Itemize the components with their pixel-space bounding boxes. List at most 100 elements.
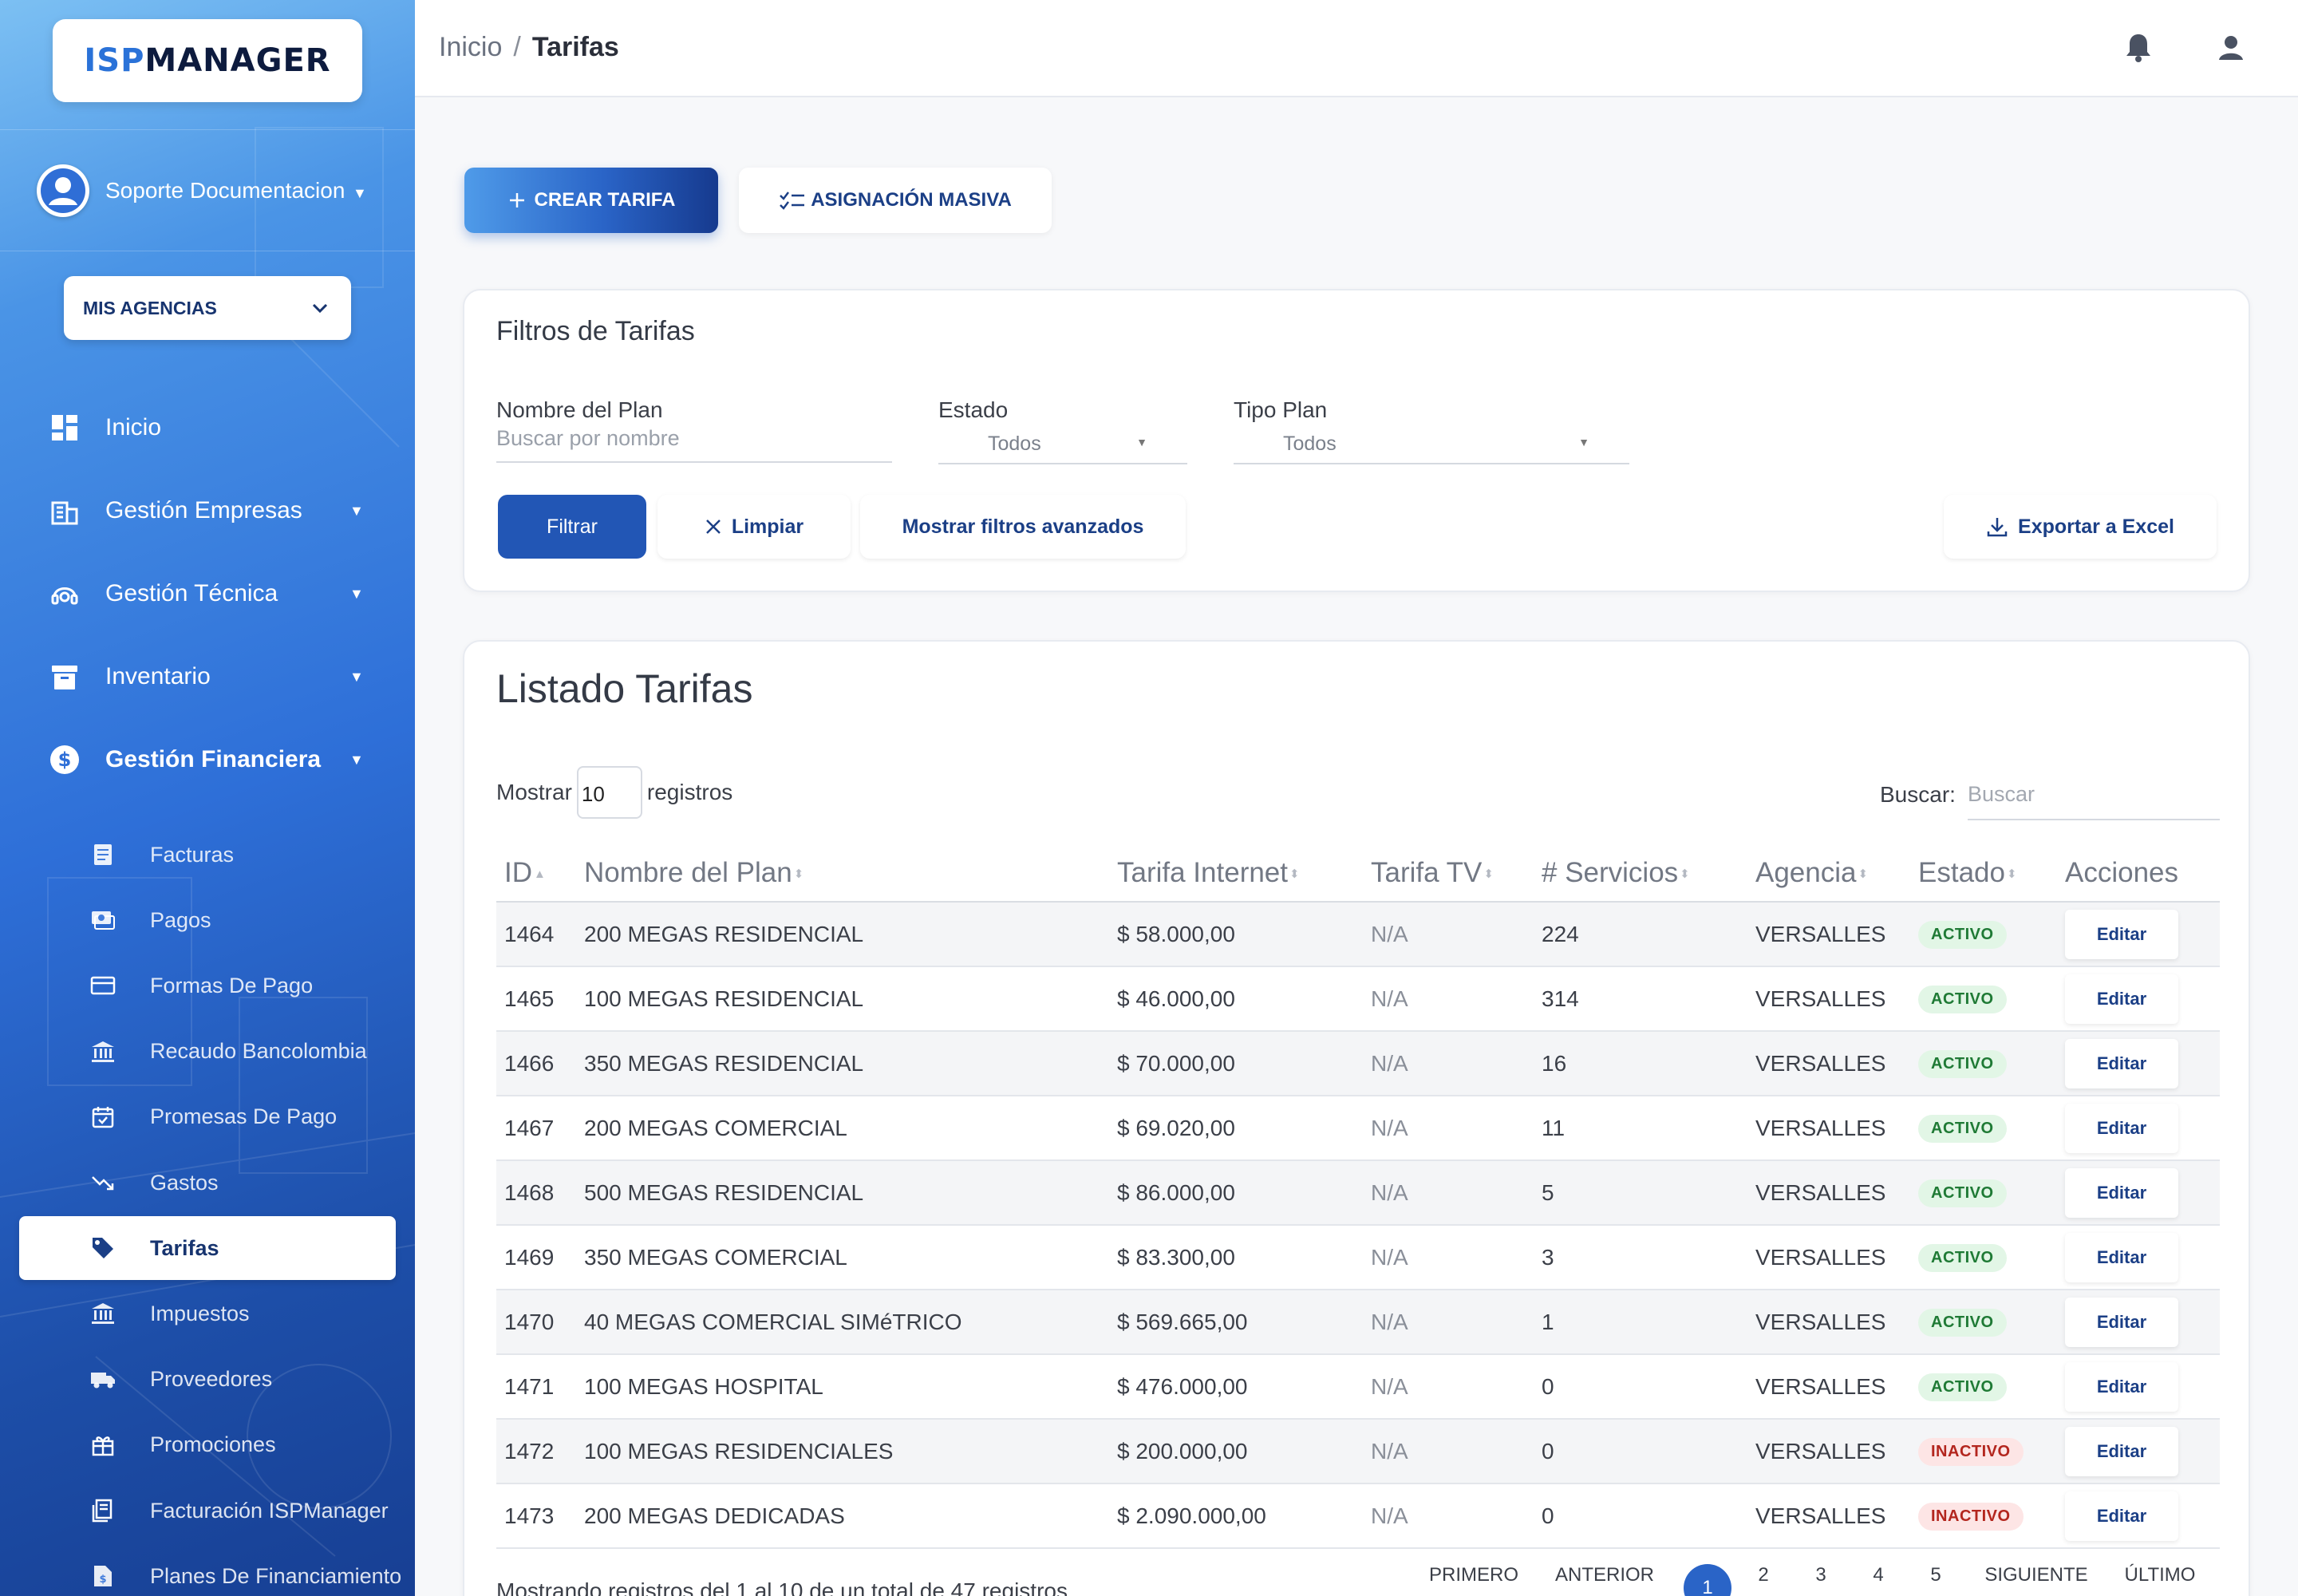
list-title: Listado Tarifas xyxy=(496,666,753,711)
user-menu[interactable]: Soporte Documentacion xyxy=(37,164,345,217)
caret-down-icon[interactable]: ▼ xyxy=(349,586,364,602)
breadcrumb: Inicio / Tarifas xyxy=(439,32,619,63)
status-badge: ACTIVO xyxy=(1918,1309,2007,1337)
pagination-page-4[interactable]: 4 xyxy=(1873,1564,1884,1586)
user-caret-icon[interactable]: ▼ xyxy=(353,185,367,201)
nav-gestion-tecnica[interactable]: Gestión Técnica xyxy=(48,577,278,610)
nav-gestion-financiera[interactable]: $ Gestión Financiera xyxy=(48,743,321,776)
cell-actions: Editar xyxy=(2057,902,2220,967)
receipt-icon xyxy=(89,1497,116,1524)
col-status[interactable]: Estado ⬍ xyxy=(1910,844,2057,903)
cell-id: 1468 xyxy=(496,1160,576,1226)
edit-button[interactable]: Editar xyxy=(2065,1103,2178,1153)
col-id[interactable]: ID ▲ xyxy=(496,844,576,903)
pagination-first[interactable]: PRIMERO xyxy=(1429,1564,1519,1586)
edit-button[interactable]: Editar xyxy=(2065,1167,2178,1218)
advanced-filters-button[interactable]: Mostrar filtros avanzados xyxy=(860,495,1186,559)
mass-assignment-button[interactable]: ASIGNACIÓN MASIVA xyxy=(739,168,1052,233)
pagination-prev[interactable]: ANTERIOR xyxy=(1554,1564,1654,1586)
edit-button[interactable]: Editar xyxy=(2065,909,2178,959)
search-input[interactable]: Buscar xyxy=(1968,776,2220,820)
col-internet[interactable]: Tarifa Internet ⬍ xyxy=(1109,844,1363,903)
edit-button[interactable]: Editar xyxy=(2065,1297,2178,1347)
subnav-item-label: Facturas xyxy=(150,842,235,867)
cell-tv: N/A xyxy=(1363,1290,1534,1355)
sidebar-divider xyxy=(0,129,415,130)
subnav-item-pagos[interactable]: Pagos xyxy=(89,907,211,934)
subnav-item-planes-de-financiamiento[interactable]: $ Planes De Financiamiento xyxy=(89,1562,401,1590)
caret-down-icon[interactable]: ▼ xyxy=(349,503,364,519)
user-name: Soporte Documentacion xyxy=(105,178,345,203)
pagination-page-1[interactable]: 1 xyxy=(1684,1564,1731,1596)
top-bar: Inicio / Tarifas xyxy=(415,0,2298,97)
edit-button[interactable]: Editar xyxy=(2065,1232,2178,1282)
caret-down-icon[interactable]: ▼ xyxy=(349,669,364,685)
agency-selector[interactable]: MIS AGENCIAS xyxy=(64,276,351,340)
subnav-item-gastos[interactable]: Gastos xyxy=(89,1169,219,1196)
tarifas-list-card: Listado Tarifas Mostrar 10 registros Bus… xyxy=(463,640,2250,1596)
col-plan[interactable]: Nombre del Plan ⬍ xyxy=(576,844,1109,903)
pagination-last[interactable]: ÚLTIMO xyxy=(2124,1564,2196,1586)
subnav-item-facturación-ispmanager[interactable]: Facturación ISPManager xyxy=(89,1497,389,1524)
cell-tv: N/A xyxy=(1363,1225,1534,1290)
cell-id: 1473 xyxy=(496,1483,576,1549)
table-row: 1471 100 MEGAS HOSPITAL $ 476.000,00 N/A 0 VE… xyxy=(496,1354,2220,1420)
cell-agency: VERSALLES xyxy=(1747,1225,1910,1290)
col-services[interactable]: # Servicios ⬍ xyxy=(1534,844,1747,903)
cell-internet: $ 2.090.000,00 xyxy=(1109,1483,1363,1549)
cell-services: 0 xyxy=(1534,1483,1747,1549)
subnav-item-impuestos[interactable]: Impuestos xyxy=(89,1300,250,1327)
export-excel-button[interactable]: Exportar a Excel xyxy=(1944,495,2217,559)
subnav-item-formas-de-pago[interactable]: Formas De Pago xyxy=(89,972,313,999)
bank-icon xyxy=(89,1038,116,1065)
bell-icon[interactable] xyxy=(2121,30,2156,65)
cell-status: INACTIVO xyxy=(1910,1483,2057,1549)
nav-gestion-empresas[interactable]: Gestión Empresas xyxy=(48,494,302,527)
col-tv[interactable]: Tarifa TV ⬍ xyxy=(1363,844,1534,903)
cell-status: ACTIVO xyxy=(1910,966,2057,1032)
nav-inventario[interactable]: Inventario xyxy=(48,660,211,693)
cell-internet: $ 69.020,00 xyxy=(1109,1096,1363,1161)
cell-agency: VERSALLES xyxy=(1747,1160,1910,1226)
pagination-page-2[interactable]: 2 xyxy=(1758,1564,1769,1586)
edit-button[interactable]: Editar xyxy=(2065,1491,2178,1541)
caret-down-icon[interactable]: ▼ xyxy=(349,752,364,768)
estado-select[interactable]: Todos ▼ xyxy=(938,431,1187,464)
brand-logo[interactable]: ISP MANAGER xyxy=(53,19,362,102)
pagination-page-3[interactable]: 3 xyxy=(1815,1564,1826,1586)
pagination-page-5[interactable]: 5 xyxy=(1930,1564,1941,1586)
edit-button[interactable]: Editar xyxy=(2065,974,2178,1024)
pagination-next[interactable]: SIGUIENTE xyxy=(1984,1564,2088,1586)
subnav-item-promociones[interactable]: Promociones xyxy=(89,1432,276,1459)
subnav-item-proveedores[interactable]: Proveedores xyxy=(89,1366,272,1393)
tipo-plan-select[interactable]: Todos ▼ xyxy=(1234,431,1629,464)
subnav-item-tarifas[interactable]: Tarifas xyxy=(89,1235,219,1262)
nav-inicio[interactable]: Inicio xyxy=(48,411,161,444)
plan-name-input[interactable]: Buscar por nombre xyxy=(496,426,892,463)
filter-button[interactable]: Filtrar xyxy=(498,495,646,559)
cell-tv: N/A xyxy=(1363,1096,1534,1161)
breadcrumb-home[interactable]: Inicio xyxy=(439,32,503,62)
support-agent-icon xyxy=(48,577,81,610)
cell-tv: N/A xyxy=(1363,966,1534,1032)
account-icon[interactable] xyxy=(2213,30,2249,65)
status-badge: ACTIVO xyxy=(1918,1244,2007,1272)
edit-button[interactable]: Editar xyxy=(2065,1426,2178,1476)
tipo-plan-select-value: Todos xyxy=(1283,433,1337,455)
subnav-item-promesas-de-pago[interactable]: Promesas De Pago xyxy=(89,1104,337,1131)
mass-assignment-label: ASIGNACIÓN MASIVA xyxy=(811,189,1012,211)
cell-agency: VERSALLES xyxy=(1747,1419,1910,1484)
cell-internet: $ 58.000,00 xyxy=(1109,902,1363,967)
clear-button[interactable]: Limpiar xyxy=(657,495,851,559)
cell-id: 1470 xyxy=(496,1290,576,1355)
create-tarifa-button[interactable]: CREAR TARIFA xyxy=(464,168,718,233)
subnav-item-facturas[interactable]: Facturas xyxy=(89,841,234,868)
edit-button[interactable]: Editar xyxy=(2065,1038,2178,1088)
subnav-item-recaudo-bancolombia[interactable]: Recaudo Bancolombia xyxy=(89,1038,367,1065)
breadcrumb-current: Tarifas xyxy=(531,32,619,62)
edit-button[interactable]: Editar xyxy=(2065,1361,2178,1412)
page-length-input[interactable]: 10 xyxy=(576,766,642,819)
table-row: 1472 100 MEGAS RESIDENCIALES $ 200.000,00 N… xyxy=(496,1419,2220,1484)
col-agency[interactable]: Agencia ⬍ xyxy=(1747,844,1910,903)
table-row: 1467 200 MEGAS COMERCIAL $ 69.020,00 N/A 11 V… xyxy=(496,1096,2220,1161)
